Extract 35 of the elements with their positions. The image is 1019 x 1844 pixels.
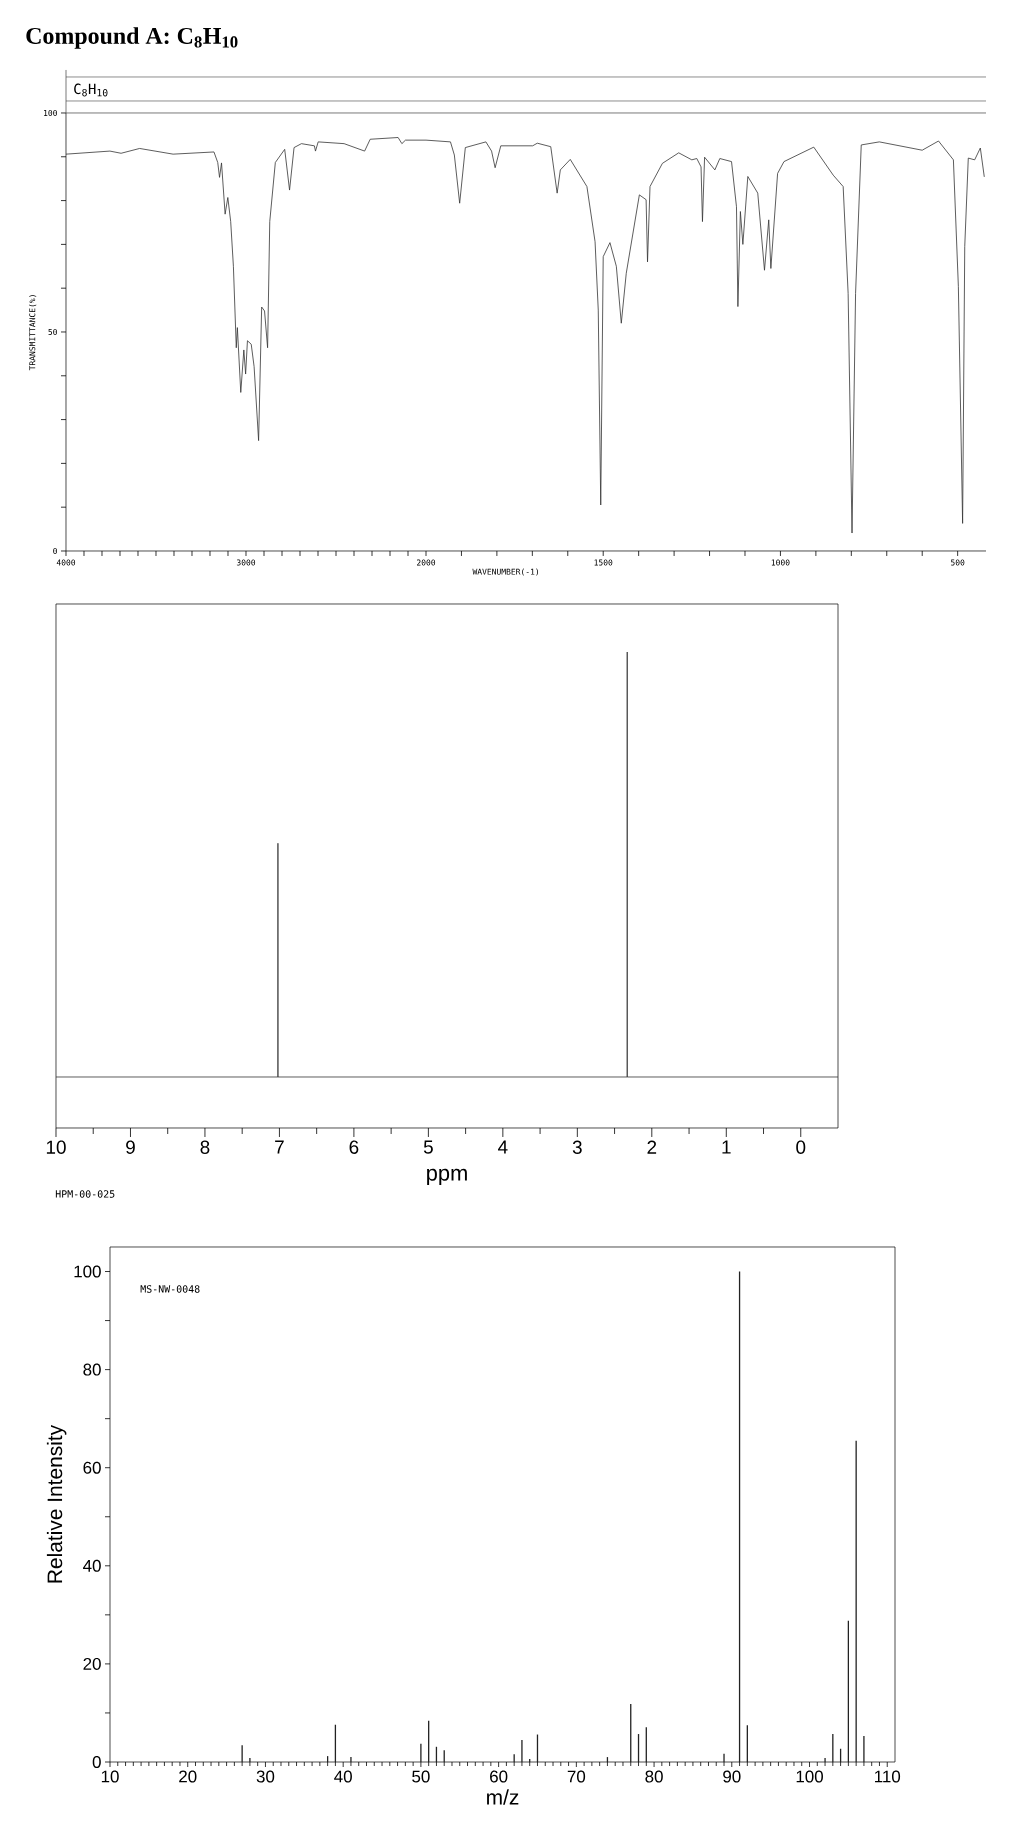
x-tick-label: 10 [46, 1140, 66, 1154]
chart-title: Compound A: C$_{8}$H$_{10}$ [26, 27, 238, 49]
x-tick-label: 8 [200, 1140, 210, 1154]
x-tick-label: 40 [334, 1770, 352, 1783]
annotation: MS-NW-0048 [140, 1285, 200, 1293]
x-tick-label: 6 [349, 1140, 359, 1154]
x-tick-label: 20 [179, 1770, 197, 1783]
x-tick-label: 9 [126, 1140, 135, 1154]
x-tick-label: 1 [722, 1140, 731, 1154]
x-axis-title: m/z [487, 1789, 519, 1805]
x-tick-label: 70 [567, 1770, 586, 1783]
x-tick-label: 10 [101, 1770, 119, 1783]
x-axis-title: ppm [427, 1168, 467, 1186]
text: C$_{8}$H$_{10}$ [74, 83, 108, 97]
x-tick-label: 110 [875, 1770, 901, 1783]
x-tick-label: 0 [796, 1140, 806, 1154]
x-tick-label: 3 [572, 1140, 582, 1154]
y-tick-label: 80 [83, 1363, 101, 1376]
y-tick-label: 100 [74, 1265, 101, 1278]
x-tick-label: 2 [647, 1140, 657, 1154]
x-tick-label: 5 [423, 1140, 433, 1154]
y-tick-label: 0 [92, 1756, 101, 1768]
x-tick-label: 60 [490, 1770, 508, 1783]
x-tick-label: 90 [723, 1770, 741, 1783]
y-axis-title: Relative Intensity [46, 1424, 67, 1583]
x-tick-label: 4 [498, 1140, 508, 1154]
y-tick-label: 20 [83, 1657, 101, 1670]
text: HPM-00-025 [55, 1190, 115, 1198]
x-tick-label: 50 [412, 1770, 430, 1783]
x-tick-label: 7 [275, 1140, 284, 1154]
x-tick-label: 100 [796, 1770, 823, 1783]
x-tick-label: 30 [256, 1770, 275, 1783]
y-tick-label: 60 [83, 1461, 101, 1474]
y-tick-label: 40 [83, 1559, 101, 1572]
x-tick-label: 80 [645, 1770, 663, 1783]
